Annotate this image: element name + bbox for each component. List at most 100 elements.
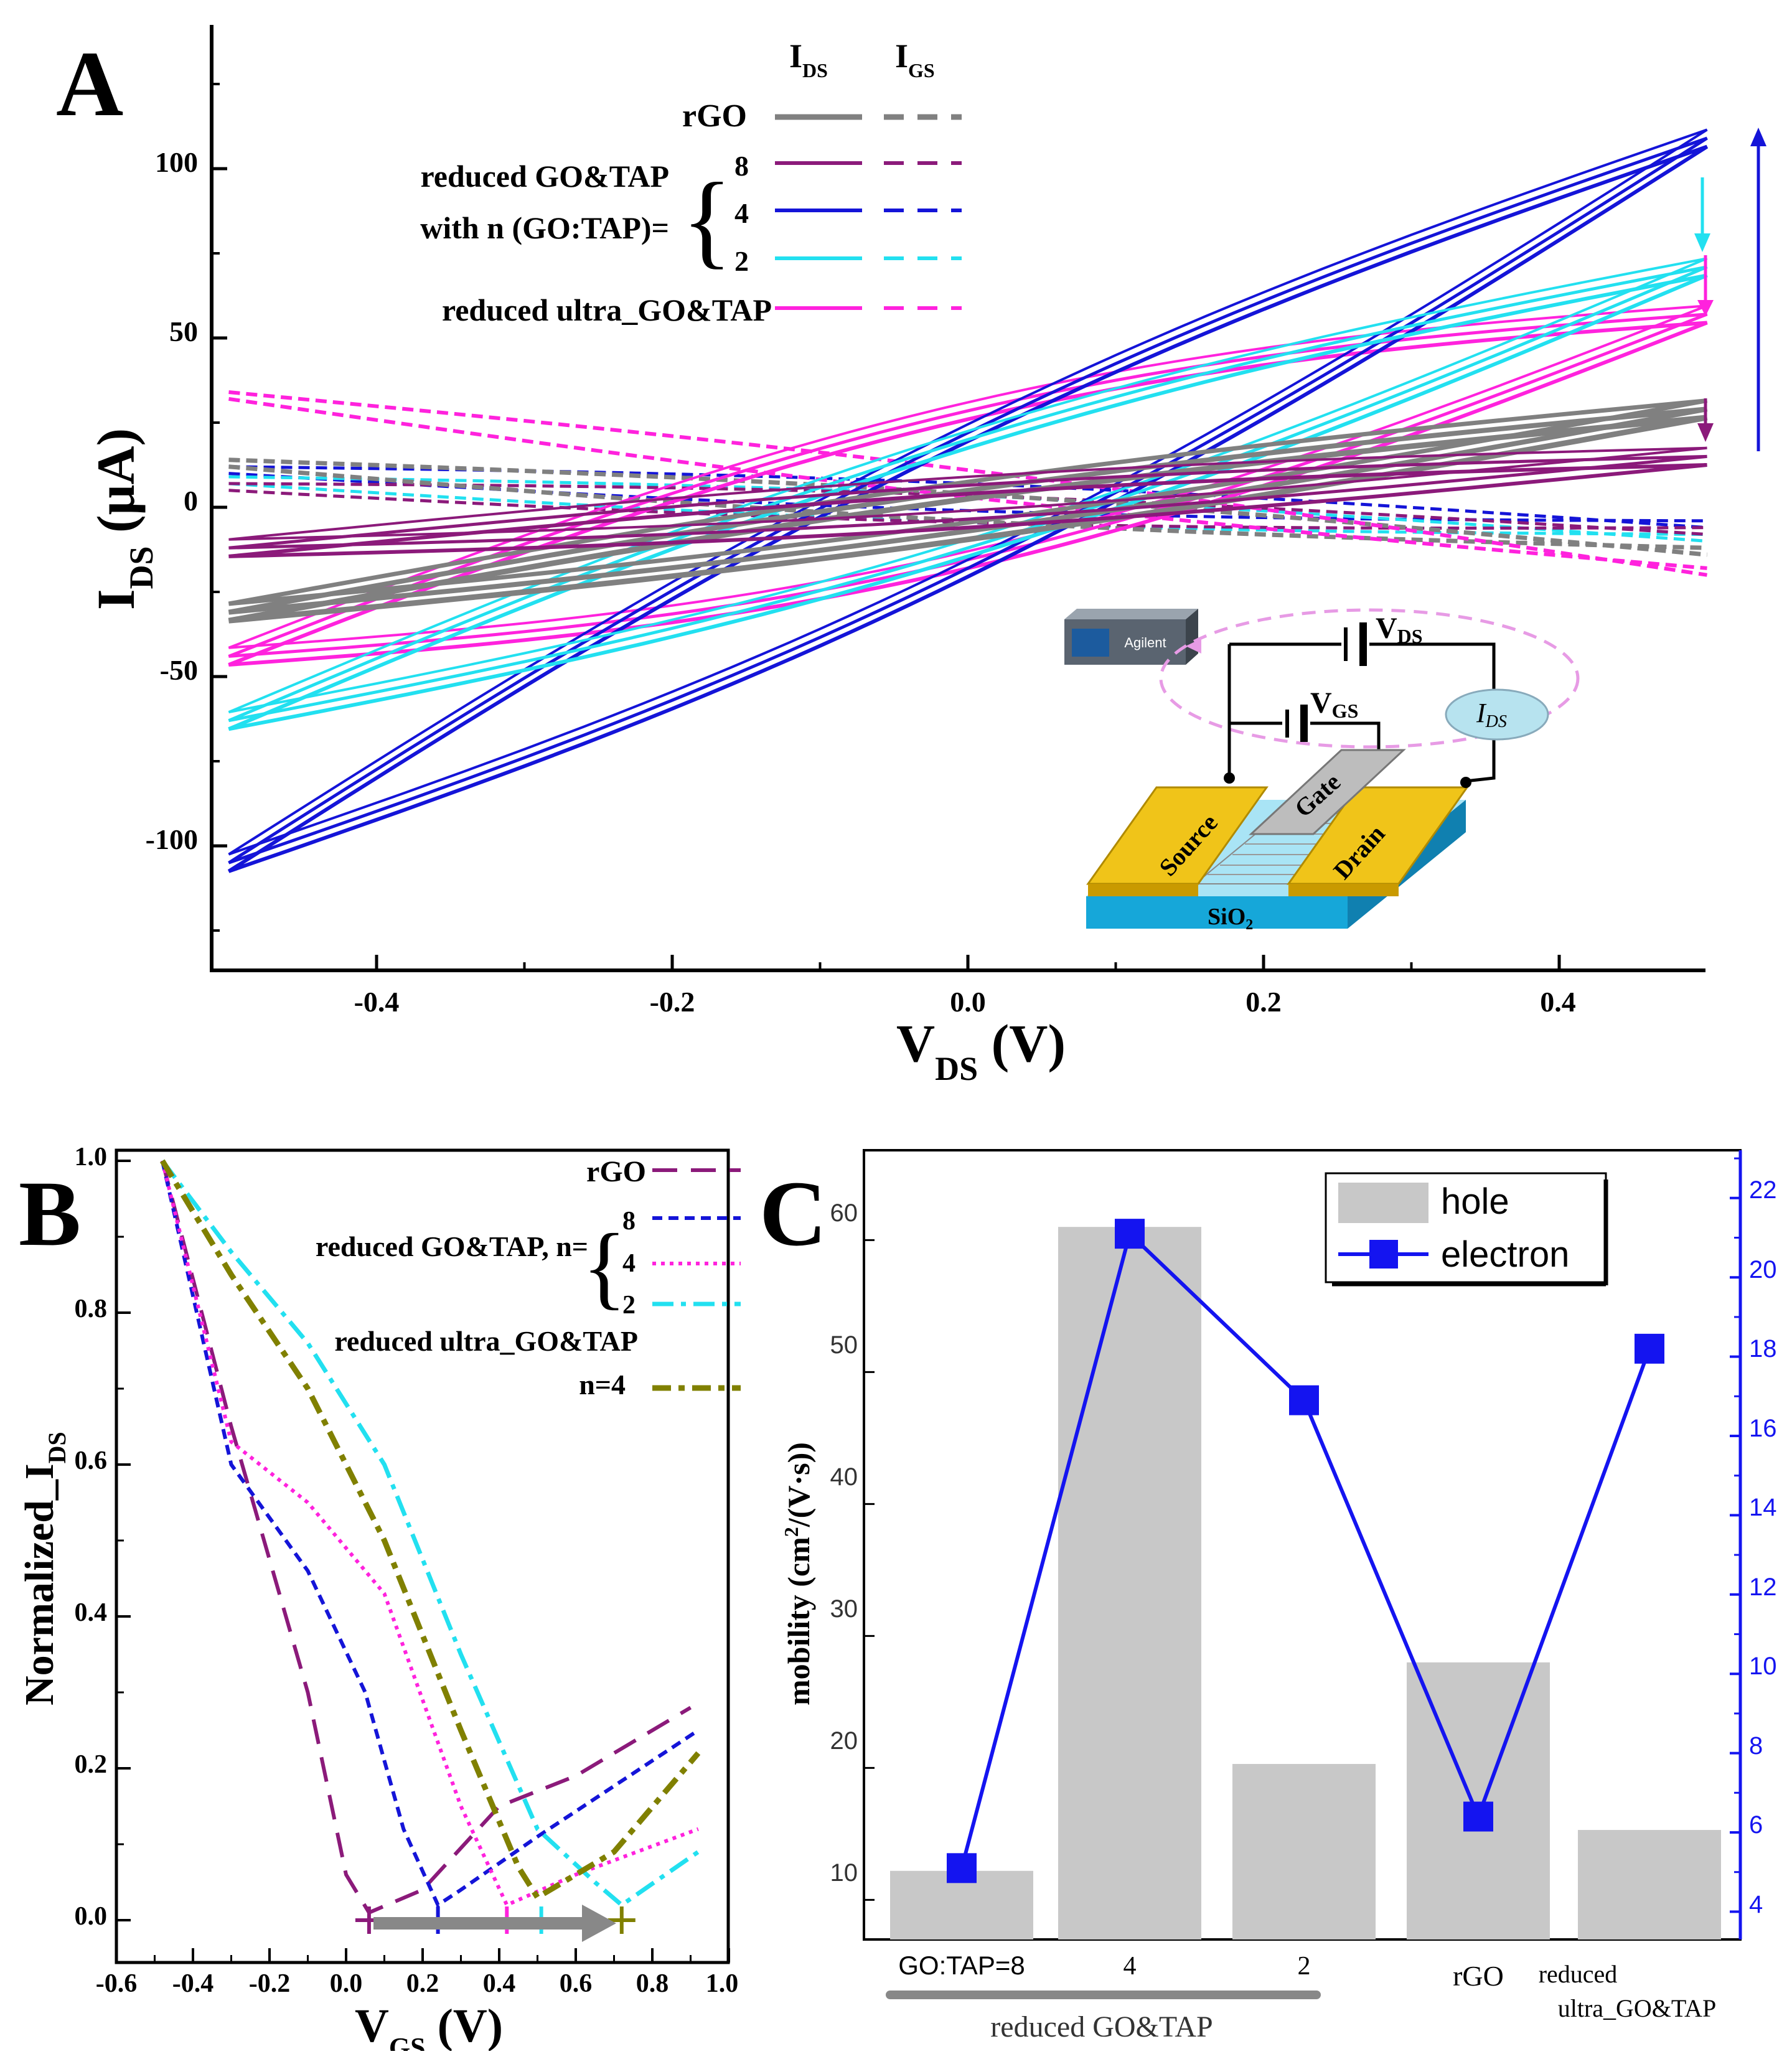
ids-hysteresis-loop: [228, 446, 1707, 541]
legend-group-line2: with n (GO:TAP)=: [420, 210, 669, 245]
c-category-label: reduced: [1539, 1960, 1618, 1988]
c-right-tick-label: 14: [1749, 1494, 1777, 1521]
a-xtick-label: -0.4: [354, 986, 400, 1018]
panel-b-frame: [115, 1148, 730, 1964]
legend-ultra-label: reduced ultra_GO&TAP: [442, 293, 772, 327]
circuit-wires: [1227, 642, 1496, 783]
magenta-arrowhead: [1697, 300, 1714, 316]
b-legend-n8: 8: [622, 1207, 636, 1236]
c-electron-marker: [1635, 1333, 1664, 1364]
a-x-axis-title: VDS (V): [896, 1013, 1066, 1087]
c-right-tick-label: 10: [1749, 1653, 1777, 1680]
c-right-tick-label: 20: [1749, 1256, 1777, 1283]
blue-arrowhead: [1750, 128, 1766, 146]
b-legend-rgo-label: rGO: [586, 1155, 646, 1188]
panel-b-legend: rGO reduced GO&TAP, n= { 8 4 2 reduced u…: [316, 1155, 741, 1400]
purple-arrowhead: [1697, 423, 1714, 442]
b-legend-ultra-label: reduced ultra_GO&TAP: [334, 1325, 638, 1357]
ids-hysteresis-loop: [228, 273, 1708, 731]
ids-hysteresis-loop: [228, 463, 1707, 558]
c-hole-bar: [1578, 1830, 1721, 1939]
b-xtick-label: 1.0: [706, 1969, 739, 1998]
b-xtick-label: 0.4: [483, 1969, 516, 1998]
legend-n2-label: 2: [734, 245, 749, 277]
ids-hysteresis-loop: [227, 144, 1709, 873]
ids-hysteresis-loop: [228, 454, 1707, 550]
b-ytick-label: 1.0: [75, 1143, 108, 1171]
vds-label: VDS: [1376, 612, 1423, 647]
b-xtick-label: 0.2: [406, 1969, 439, 1998]
panel-b-ticks: [115, 1160, 730, 1963]
b-legend-lines: [652, 1168, 741, 1391]
panel-c-electron-series: [947, 1219, 1664, 1883]
ids-meter: [1445, 688, 1549, 741]
b-ytick-label: 0.4: [75, 1598, 108, 1627]
b-xtick-label: 0.8: [636, 1969, 669, 1998]
measurement-loop: [1159, 608, 1580, 749]
b-xtick-label: -0.2: [249, 1969, 291, 1998]
c-category-label: 4: [1124, 1952, 1137, 1981]
gate-electrode: [1249, 749, 1406, 835]
panel-c-label: C: [759, 1162, 827, 1265]
agilent-label: Agilent: [1124, 635, 1166, 650]
b-ytick-label: 0.0: [75, 1902, 108, 1931]
a-xtick-label: 0.2: [1245, 986, 1282, 1018]
igs-curve: [228, 390, 1707, 577]
c-electron-marker: [1289, 1385, 1319, 1415]
c-legend-electron-marker: [1369, 1240, 1398, 1269]
c-right-tick-label: 18: [1749, 1335, 1777, 1362]
vgs-label: VGS: [1310, 687, 1358, 722]
b-legend-n2: 2: [622, 1291, 636, 1320]
c-y-axis-title: mobility (cm2/(V·s)): [780, 1442, 816, 1705]
legend-lines: [775, 114, 962, 310]
agilent-instrument-icon: Agilent: [1064, 609, 1198, 665]
legend-igs-header: IGS: [895, 37, 935, 82]
c-hole-bar: [1058, 1227, 1201, 1939]
c-hole-bar: [1407, 1662, 1550, 1939]
b-x-axis-title: VGS (V): [355, 2000, 503, 2051]
c-right-tick-label: 6: [1749, 1811, 1763, 1839]
a-ytick-label: -100: [146, 823, 198, 855]
b-series-line: [160, 1160, 699, 1908]
a-ytick-label: 100: [155, 146, 198, 178]
c-left-tick-label: 20: [830, 1727, 858, 1755]
b-legend-ultra-n: n=4: [579, 1369, 626, 1400]
panel-b: B -0.6 -0.4 -0.2 0.0 0.2 0.4 0.6 0.8 1.0…: [17, 1143, 741, 2054]
c-right-tick-label: 12: [1749, 1573, 1777, 1601]
panel-a-arrows: [1694, 128, 1766, 451]
legend-n4-label: 4: [734, 197, 749, 229]
c-electron-marker: [1115, 1219, 1145, 1249]
igs-curve: [228, 396, 1707, 570]
device-schematic: Agilent VDS VGS IDS SiO2: [1064, 608, 1580, 933]
a-ytick-label: 0: [184, 485, 198, 517]
a-xtick-label: -0.2: [650, 986, 695, 1018]
panel-a-label: A: [56, 32, 123, 136]
b-series-line: [161, 1159, 700, 1908]
ids-meter-label: IDS: [1476, 698, 1507, 731]
b-series-line: [160, 1160, 700, 1908]
legend-n8-label: 8: [734, 150, 749, 182]
c-electron-marker: [1463, 1801, 1493, 1832]
panel-a-legend: IDS IGS rGO reduced GO&TAP with n (GO:TA…: [420, 37, 962, 327]
c-category-label: rGO: [1453, 1960, 1504, 1992]
c-category-label: 2: [1298, 1952, 1311, 1981]
legend-rgo-label: rGO: [682, 98, 747, 134]
b-xtick-label: 0.6: [560, 1969, 593, 1998]
c-legend-hole-swatch: [1338, 1183, 1428, 1223]
c-electron-marker: [947, 1853, 977, 1883]
panel-a: A -0.4 -0.2 0.0 0.2 0.4 100 50 0 -50 -10…: [56, 25, 1766, 1087]
c-group-label: reduced GO&TAP: [990, 2010, 1213, 2043]
panel-c-legend: hole electron: [1325, 1172, 1608, 1287]
a-y-axis-title: IDS (μA): [86, 428, 160, 610]
a-ytick-label: 50: [169, 316, 198, 347]
c-left-tick-label: 60: [830, 1199, 858, 1227]
panel-c-bars: [890, 1227, 1721, 1939]
c-right-tick-label: 16: [1749, 1415, 1777, 1442]
c-right-tick-label: 4: [1749, 1891, 1763, 1918]
substrate-front: [1086, 896, 1348, 929]
shift-arrowhead: [582, 1905, 616, 1942]
b-xtick-label: -0.4: [172, 1969, 214, 1998]
b-series-line: [159, 1159, 701, 1902]
panel-a-curves: [227, 128, 1709, 873]
